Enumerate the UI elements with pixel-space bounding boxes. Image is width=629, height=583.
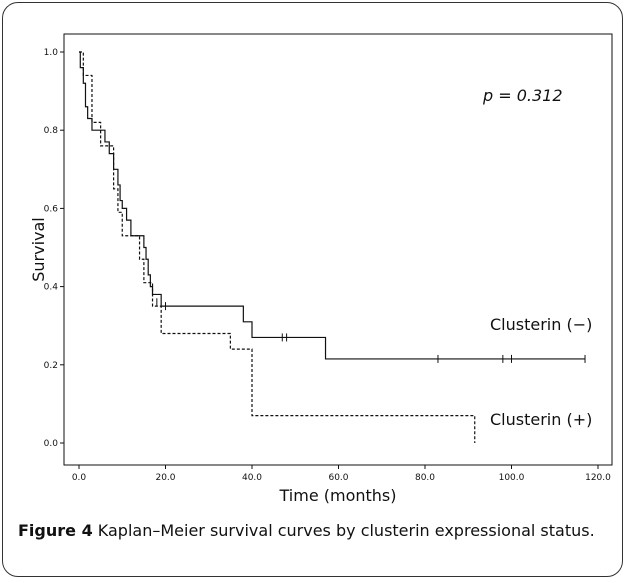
- x-tick-label: 60.0: [328, 473, 348, 483]
- caption-text: Kaplan–Meier survival curves by clusteri…: [92, 521, 595, 540]
- series-label-2: Clusterin (+): [490, 410, 592, 429]
- x-tick-label: 0.0: [72, 473, 87, 483]
- y-tick-label: 0.4: [44, 283, 59, 293]
- x-tick-label: 100.0: [499, 473, 525, 483]
- caption-label: Figure 4: [18, 521, 93, 540]
- y-tick-label: 0.6: [44, 204, 59, 214]
- x-tick-label: 40.0: [242, 473, 262, 483]
- chart-labels: Time (months) Survival p = 0.312 Clusterin …: [29, 86, 592, 505]
- figure-caption: Figure 4 Kaplan–Meier survival curves by…: [18, 518, 613, 544]
- series-line-2: [79, 51, 476, 443]
- series-label-1: Clusterin (−): [490, 315, 592, 334]
- series-line-1: [79, 51, 586, 360]
- y-axis-label: Survival: [29, 217, 48, 282]
- y-tick-label: 0.2: [44, 361, 58, 371]
- chart-curves: [79, 51, 586, 443]
- y-tick-label: 1.0: [44, 48, 59, 58]
- x-axis-label: Time (months): [279, 486, 397, 505]
- x-tick-label: 20.0: [155, 473, 175, 483]
- figure-frame: [2, 2, 623, 577]
- y-tick-label: 0.8: [44, 126, 59, 136]
- chart-ticks: 0.0 0.2 0.4 0.6 0.8 1.0 0.0 20.0 40.0 60.0 80.0 100…: [44, 48, 611, 483]
- p-value-annotation: p = 0.312: [482, 86, 563, 105]
- x-tick-label: 120.0: [585, 473, 611, 483]
- x-tick-label: 80.0: [415, 473, 435, 483]
- survival-chart: 0.0 0.2 0.4 0.6 0.8 1.0 0.0 20.0 40.0 60.0 80.0 100…: [29, 33, 613, 505]
- y-tick-label: 0.0: [44, 439, 59, 449]
